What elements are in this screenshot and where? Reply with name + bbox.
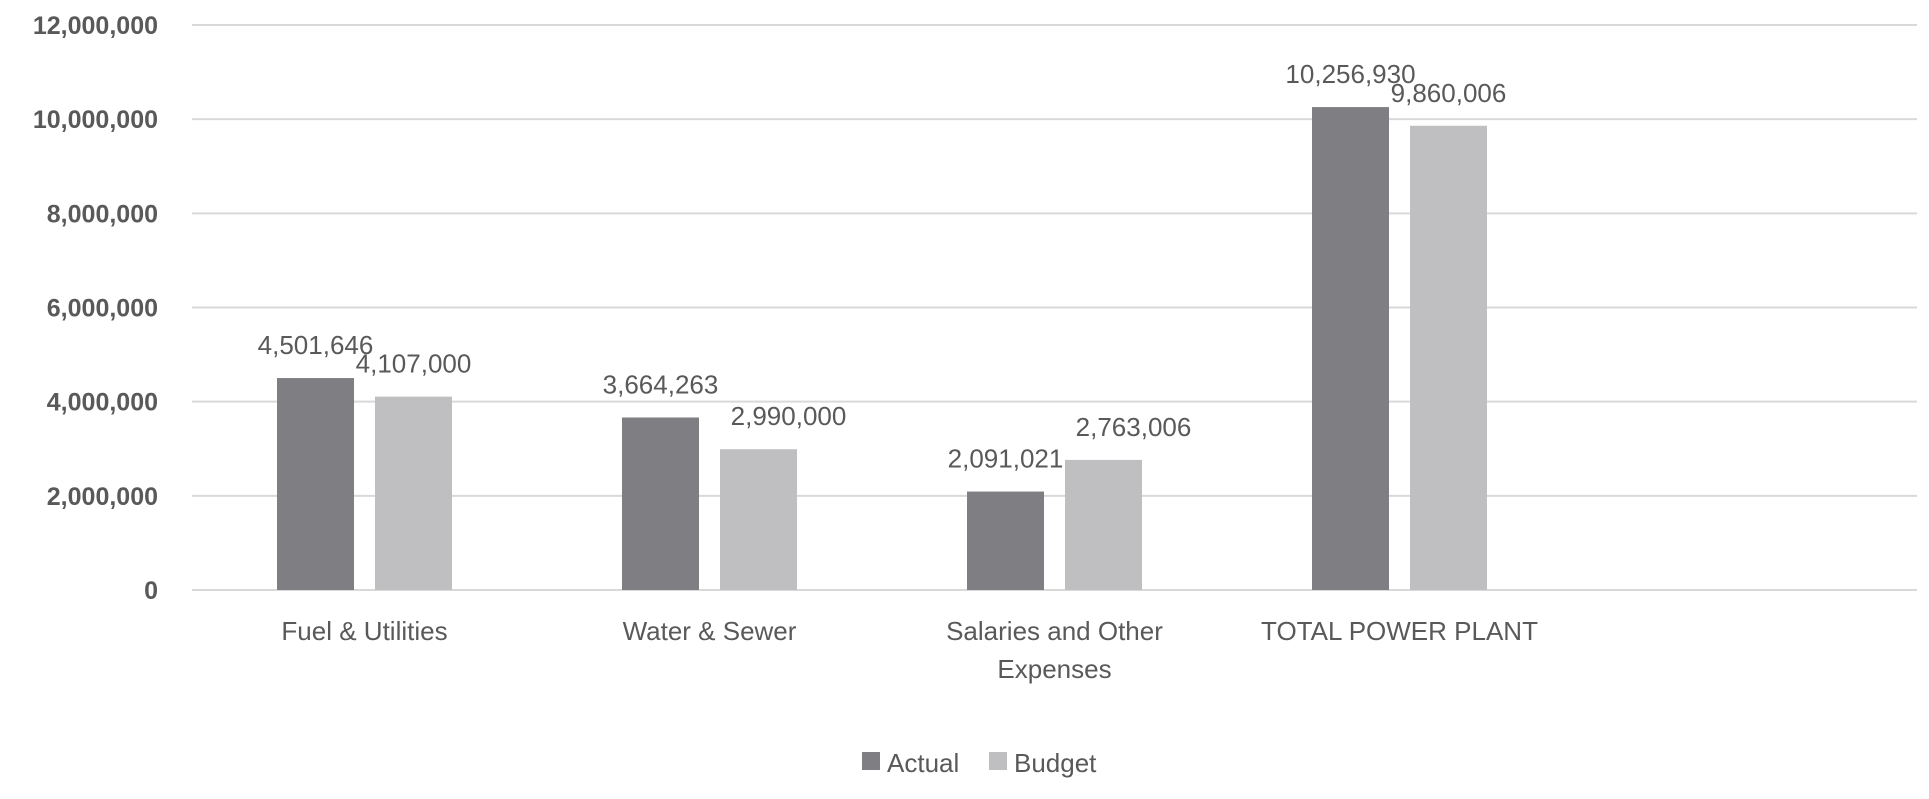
y-tick-label: 0 bbox=[144, 577, 158, 605]
data-label-budget: 2,990,000 bbox=[731, 401, 847, 431]
legend-label-budget: Budget bbox=[1014, 748, 1097, 778]
x-tick-label: Water & Sewer bbox=[623, 616, 797, 646]
data-label-actual: 10,256,930 bbox=[1285, 59, 1415, 89]
data-label-actual: 2,091,021 bbox=[948, 444, 1064, 474]
gridlines bbox=[192, 24, 1917, 591]
data-label-actual: 3,664,263 bbox=[603, 369, 719, 399]
x-tick-label: TOTAL POWER PLANT bbox=[1261, 616, 1538, 646]
y-tick-label: 6,000,000 bbox=[47, 295, 158, 323]
legend-label-actual: Actual bbox=[887, 748, 959, 778]
bars bbox=[277, 107, 1487, 590]
bar-actual bbox=[967, 491, 1044, 590]
y-tick-label: 10,000,000 bbox=[33, 106, 158, 134]
bar-actual bbox=[622, 417, 699, 590]
data-label-budget: 4,107,000 bbox=[356, 349, 472, 379]
legend-swatch-actual bbox=[862, 752, 880, 770]
bar-budget bbox=[1410, 125, 1487, 590]
bar-budget bbox=[1065, 459, 1142, 590]
y-tick-label: 2,000,000 bbox=[47, 483, 158, 511]
data-label-budget: 9,860,006 bbox=[1391, 78, 1507, 108]
bar-budget bbox=[720, 449, 797, 590]
data-label-actual: 4,501,646 bbox=[258, 330, 374, 360]
data-label-budget: 2,763,006 bbox=[1076, 412, 1192, 442]
bar-actual bbox=[1312, 107, 1389, 590]
y-axis-ticks: 0 2,000,000 4,000,000 6,000,000 8,000,000 10,… bbox=[33, 12, 158, 605]
y-tick-label: 8,000,000 bbox=[47, 200, 158, 228]
y-tick-label: 4,000,000 bbox=[47, 389, 158, 417]
y-tick-label: 12,000,000 bbox=[33, 12, 158, 40]
legend: Actual Budget bbox=[862, 748, 1097, 778]
x-tick-label: Salaries and Other Expenses bbox=[946, 616, 1163, 684]
bar-actual bbox=[277, 378, 354, 590]
x-tick-label: Fuel & Utilities bbox=[281, 616, 447, 646]
legend-swatch-budget bbox=[989, 752, 1007, 770]
bar-budget bbox=[375, 396, 452, 590]
x-axis-ticks: Fuel & Utilities Water & Sewer Salaries an… bbox=[281, 616, 1538, 684]
